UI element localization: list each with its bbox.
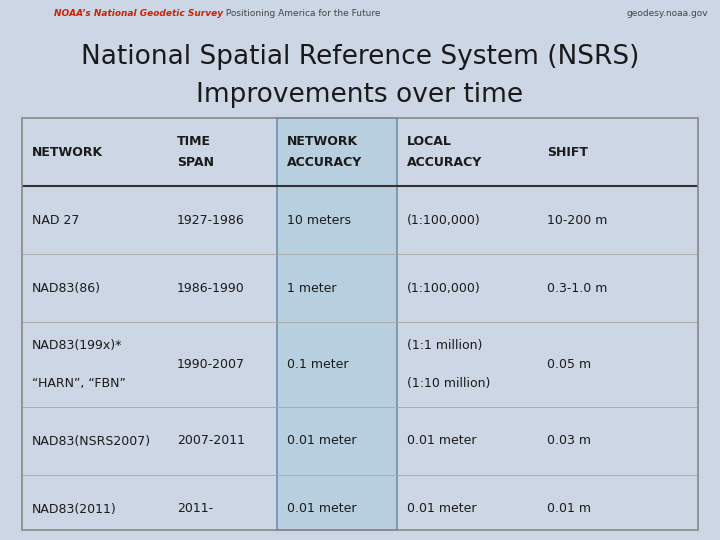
Text: 1 meter: 1 meter [287, 281, 337, 294]
Text: (1:100,000): (1:100,000) [407, 213, 481, 226]
Text: 0.01 meter: 0.01 meter [407, 435, 477, 448]
Text: Improvements over time: Improvements over time [197, 83, 523, 109]
Text: LOCAL: LOCAL [407, 135, 452, 148]
Text: 0.01 meter: 0.01 meter [407, 503, 477, 516]
Text: NETWORK: NETWORK [287, 135, 359, 148]
Text: SPAN: SPAN [177, 156, 214, 169]
Text: (1:1 million): (1:1 million) [407, 339, 482, 352]
Text: ACCURACY: ACCURACY [407, 156, 482, 169]
Text: 10 meters: 10 meters [287, 213, 351, 226]
Text: ACCURACY: ACCURACY [287, 156, 362, 169]
Text: NAD83(NSRS2007): NAD83(NSRS2007) [32, 435, 151, 448]
Text: (1:100,000): (1:100,000) [407, 281, 481, 294]
Text: NAD83(2011): NAD83(2011) [32, 503, 117, 516]
Text: 0.03 m: 0.03 m [547, 435, 591, 448]
Text: Positioning America for the Future: Positioning America for the Future [223, 10, 381, 18]
Text: 1990-2007: 1990-2007 [177, 358, 245, 371]
Text: geodesy.noaa.gov: geodesy.noaa.gov [626, 10, 708, 18]
Text: 1986-1990: 1986-1990 [177, 281, 245, 294]
Text: 0.01 m: 0.01 m [547, 503, 591, 516]
Text: NOAA’s National Geodetic Survey: NOAA’s National Geodetic Survey [54, 10, 223, 18]
Text: NAD83(86): NAD83(86) [32, 281, 101, 294]
Text: TIME: TIME [177, 135, 211, 148]
Text: 0.3-1.0 m: 0.3-1.0 m [547, 281, 608, 294]
Text: 0.01 meter: 0.01 meter [287, 503, 356, 516]
Text: 2011-: 2011- [177, 503, 213, 516]
Bar [277, 118, 397, 530]
Text: 0.05 m: 0.05 m [547, 358, 591, 371]
Text: 1927-1986: 1927-1986 [177, 213, 245, 226]
Text: NAD 27: NAD 27 [32, 213, 79, 226]
Text: 10-200 m: 10-200 m [547, 213, 608, 226]
Text: “HARN”, “FBN”: “HARN”, “FBN” [32, 377, 126, 390]
Text: NETWORK: NETWORK [32, 145, 103, 159]
Text: 0.01 meter: 0.01 meter [287, 435, 356, 448]
Text: (1:10 million): (1:10 million) [407, 377, 490, 390]
Text: NAD83(199x)*: NAD83(199x)* [32, 339, 122, 352]
Text: 0.1 meter: 0.1 meter [287, 358, 348, 371]
Text: 2007-2011: 2007-2011 [177, 435, 245, 448]
Text: National Spatial Reference System (NSRS): National Spatial Reference System (NSRS) [81, 44, 639, 70]
Text: SHIFT: SHIFT [547, 145, 588, 159]
